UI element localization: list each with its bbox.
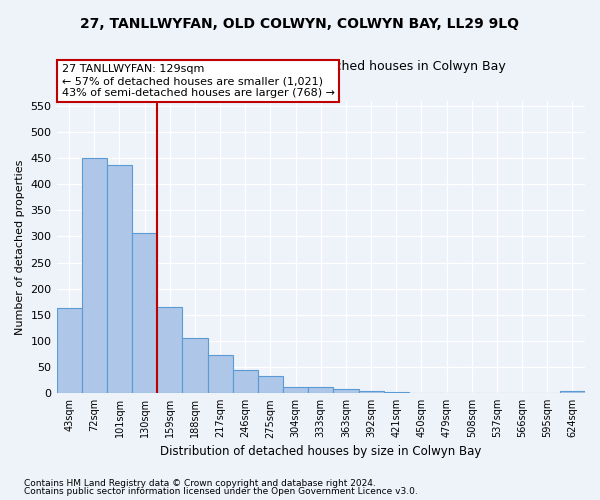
Bar — [560, 391, 585, 393]
Bar — [157, 307, 182, 393]
Bar — [233, 370, 258, 393]
Bar — [56, 308, 82, 393]
Bar — [308, 388, 334, 393]
Bar — [409, 392, 434, 393]
Bar — [107, 165, 132, 393]
Text: Contains public sector information licensed under the Open Government Licence v3: Contains public sector information licen… — [24, 487, 418, 496]
Text: Contains HM Land Registry data © Crown copyright and database right 2024.: Contains HM Land Registry data © Crown c… — [24, 478, 376, 488]
Bar — [434, 392, 459, 393]
Bar — [283, 388, 308, 393]
Text: 27, TANLLWYFAN, OLD COLWYN, COLWYN BAY, LL29 9LQ: 27, TANLLWYFAN, OLD COLWYN, COLWYN BAY, … — [80, 18, 520, 32]
Bar — [258, 376, 283, 393]
Bar — [82, 158, 107, 393]
Bar — [208, 355, 233, 393]
Title: Size of property relative to detached houses in Colwyn Bay: Size of property relative to detached ho… — [136, 60, 506, 73]
Bar — [334, 389, 359, 393]
Bar — [132, 234, 157, 393]
Bar — [383, 392, 409, 393]
Bar — [359, 390, 383, 393]
Bar — [509, 392, 535, 393]
X-axis label: Distribution of detached houses by size in Colwyn Bay: Distribution of detached houses by size … — [160, 444, 481, 458]
Text: 27 TANLLWYFAN: 129sqm
← 57% of detached houses are smaller (1,021)
43% of semi-d: 27 TANLLWYFAN: 129sqm ← 57% of detached … — [62, 64, 335, 98]
Y-axis label: Number of detached properties: Number of detached properties — [15, 159, 25, 334]
Bar — [182, 338, 208, 393]
